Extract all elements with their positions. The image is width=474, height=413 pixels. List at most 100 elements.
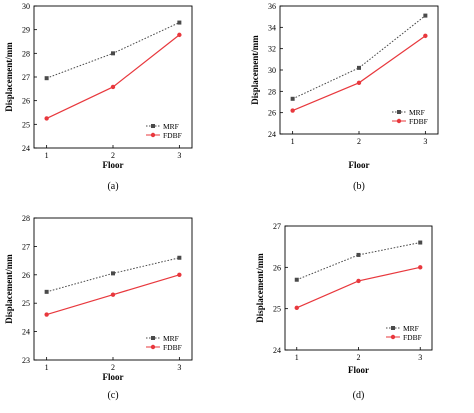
data-point-fdbf xyxy=(110,292,116,297)
y-tick-label: 24 xyxy=(268,130,276,139)
legend-label-fdbf: FDBF xyxy=(163,343,182,352)
x-tick-label: 2 xyxy=(111,151,115,160)
y-tick-label: 24 xyxy=(22,144,30,153)
data-point-fdbf xyxy=(356,278,361,284)
data-point-fdbf xyxy=(44,312,49,317)
x-tick-label: 1 xyxy=(45,151,49,160)
x-tick-label: 3 xyxy=(177,363,181,372)
x-tick-label: 2 xyxy=(357,353,361,362)
y-tick-label: 25 xyxy=(22,299,30,308)
legend-label-mrf: MRF xyxy=(409,108,425,117)
legend-label-mrf: MRF xyxy=(163,122,179,131)
y-tick-label: 32 xyxy=(268,45,276,54)
legend-label-fdbf: FDBF xyxy=(403,333,422,342)
series-line-fdbf xyxy=(296,266,421,309)
data-point-fdbf xyxy=(423,33,428,39)
data-point-mrf xyxy=(357,65,361,70)
data-point-mrf xyxy=(44,289,49,294)
legend-marker-mrf xyxy=(397,110,401,114)
y-tick-label: 26 xyxy=(22,271,30,280)
data-point-mrf xyxy=(418,240,423,245)
legend-marker-fdbf xyxy=(150,132,156,138)
data-point-mrf xyxy=(44,76,49,81)
legend-label-fdbf: FDBF xyxy=(409,117,428,126)
data-point-mrf xyxy=(111,271,115,276)
x-tick-label: 2 xyxy=(111,363,115,372)
y-tick-label: 36 xyxy=(268,2,276,11)
x-tick-label: 1 xyxy=(45,363,49,372)
panel-caption: (d) xyxy=(353,390,365,401)
y-axis-title: Displacement/mm xyxy=(4,42,14,112)
legend-marker-fdbf xyxy=(390,334,396,340)
legend-marker-fdbf xyxy=(396,118,402,124)
y-tick-label: 26 xyxy=(268,109,276,118)
y-axis-title: Displacement/mm xyxy=(250,35,260,105)
data-point-fdbf xyxy=(177,272,182,277)
x-tick-label: 2 xyxy=(357,137,361,146)
y-tick-label: 25 xyxy=(273,305,281,314)
y-tick-label: 27 xyxy=(22,242,30,251)
data-point-mrf xyxy=(294,277,299,282)
legend-label-mrf: MRF xyxy=(403,324,419,333)
y-tick-label: 26 xyxy=(273,263,281,272)
legend-marker-mrf xyxy=(391,326,395,330)
y-axis-title: Displacement/mm xyxy=(255,253,265,323)
series-line-fdbf xyxy=(46,34,180,119)
data-point-fdbf xyxy=(177,32,182,38)
x-axis-title: Floor xyxy=(103,372,124,382)
y-tick-label: 26 xyxy=(22,97,30,106)
x-tick-label: 1 xyxy=(291,137,295,146)
panel-caption: (a) xyxy=(107,181,118,192)
data-point-fdbf xyxy=(356,80,362,86)
legend-marker-mrf xyxy=(151,124,155,128)
y-tick-label: 28 xyxy=(268,87,276,96)
data-point-mrf xyxy=(177,255,182,260)
data-point-mrf xyxy=(111,51,115,56)
series-line-mrf xyxy=(292,15,426,100)
series-line-fdbf xyxy=(292,35,426,112)
y-tick-label: 27 xyxy=(22,73,30,82)
x-axis-title: Floor xyxy=(349,160,370,170)
panel-caption: (b) xyxy=(353,181,365,192)
x-tick-label: 3 xyxy=(423,137,427,146)
legend-marker-mrf xyxy=(151,336,155,340)
data-point-mrf xyxy=(356,252,361,257)
data-point-fdbf xyxy=(44,116,49,121)
chart-panel-1: 24 25 26 27 28 29 30 1 2 3 Floor Displacement/mm MRF… xyxy=(4,2,193,192)
x-tick-label: 3 xyxy=(177,151,181,160)
y-tick-label: 30 xyxy=(268,66,276,75)
y-tick-label: 23 xyxy=(22,356,30,365)
data-point-fdbf xyxy=(294,305,299,311)
data-point-fdbf xyxy=(110,84,116,90)
data-point-mrf xyxy=(423,13,428,18)
y-tick-label: 27 xyxy=(273,222,281,231)
legend-marker-fdbf xyxy=(150,344,156,350)
x-axis-title: Floor xyxy=(348,365,369,375)
y-tick-label: 34 xyxy=(268,23,276,32)
series-line-mrf xyxy=(296,242,421,281)
data-point-mrf xyxy=(290,96,295,101)
chart-panel-2: 24 26 28 30 32 34 36 1 2 3 Floor Displacement/mm MRF… xyxy=(250,2,439,192)
y-tick-label: 28 xyxy=(22,214,30,223)
legend-label-mrf: MRF xyxy=(163,334,179,343)
y-axis-title: Displacement/mm xyxy=(4,254,14,324)
y-tick-label: 24 xyxy=(22,328,30,337)
y-tick-label: 25 xyxy=(22,120,30,129)
y-tick-label: 24 xyxy=(273,346,281,355)
series-line-mrf xyxy=(46,257,180,293)
x-tick-label: 1 xyxy=(295,353,299,362)
y-tick-label: 30 xyxy=(22,2,30,11)
data-point-mrf xyxy=(177,20,182,25)
legend-label-fdbf: FDBF xyxy=(163,131,182,140)
data-point-fdbf xyxy=(418,265,423,270)
y-tick-label: 29 xyxy=(22,26,30,35)
x-axis-title: Floor xyxy=(103,160,124,170)
